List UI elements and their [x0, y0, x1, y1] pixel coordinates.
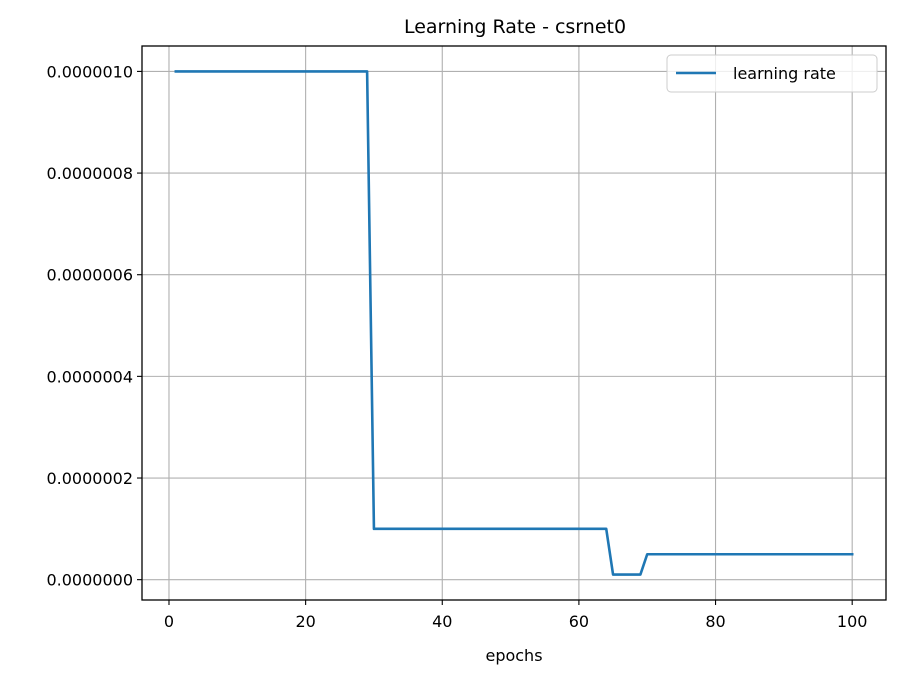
x-tick-label: 20 [295, 612, 315, 631]
chart-title: Learning Rate - csrnet0 [404, 16, 626, 38]
y-tick-label: 0.0000002 [46, 469, 133, 488]
legend-box [666, 54, 878, 93]
x-tick-label: 60 [569, 612, 589, 631]
plot-frame [141, 45, 887, 601]
x-tick-label: 40 [432, 612, 452, 631]
x-tick-label: 100 [837, 612, 868, 631]
series-layer [174, 70, 854, 576]
y-tick-label: 0.0000006 [46, 266, 133, 285]
series-line-learning-rate [174, 70, 854, 576]
x-tick-label: 80 [705, 612, 725, 631]
x-axis-label: epochs [485, 646, 542, 665]
y-tick-label: 0.0000008 [46, 164, 133, 183]
y-tick-label: 0.0000010 [46, 62, 133, 81]
axis-ticks: 0 20 40 60 80 100 0.0000000 0.0000002 0.0000004 0… [46, 62, 867, 631]
y-tick-label: 0.0000004 [46, 367, 133, 386]
x-tick-label: 0 [164, 612, 174, 631]
legend: learning rate [666, 54, 878, 93]
legend-label-learning-rate: learning rate [733, 64, 836, 83]
y-tick-label: 0.0000000 [46, 571, 133, 590]
